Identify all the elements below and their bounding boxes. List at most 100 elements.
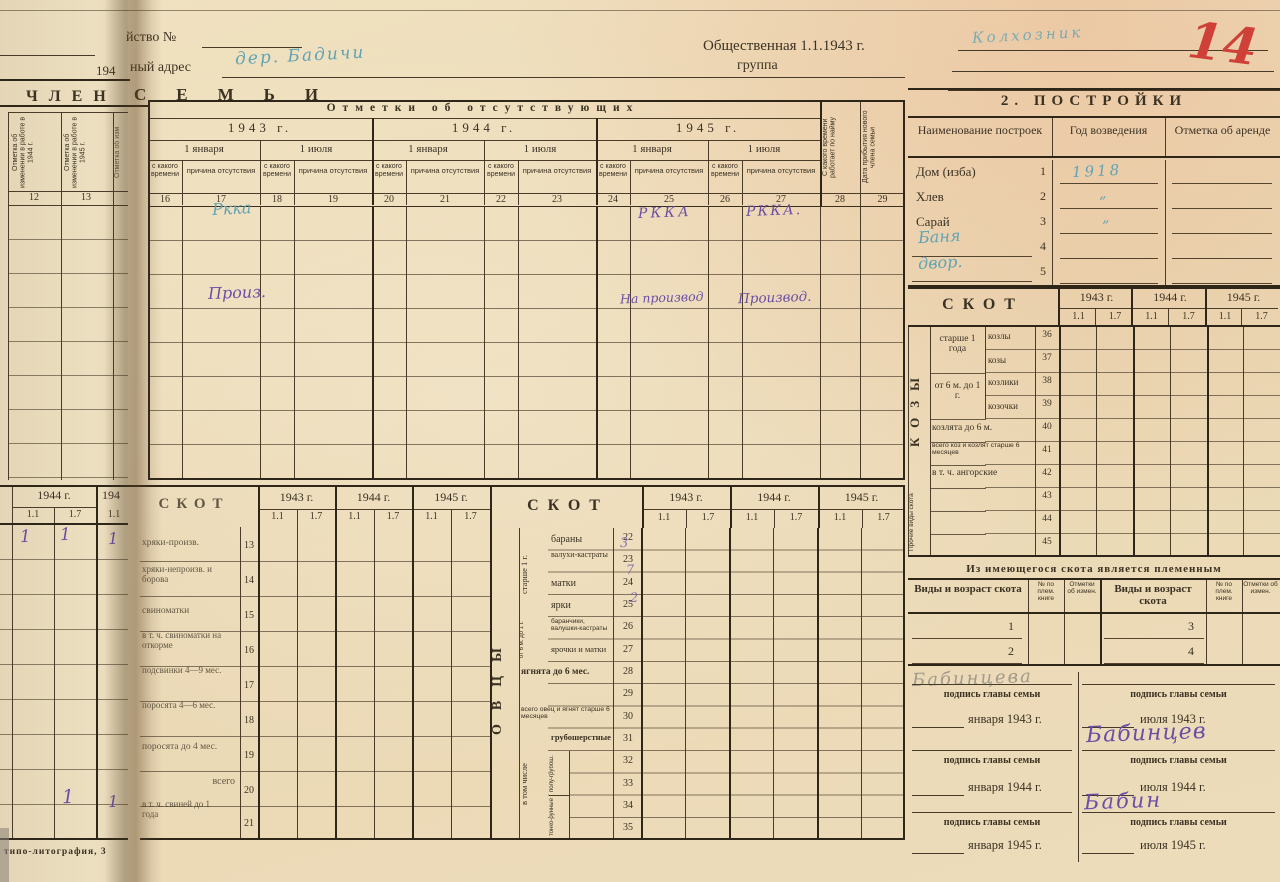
row-num: 15 bbox=[244, 610, 254, 621]
sheep-side-grid bbox=[490, 528, 548, 840]
pedigree-rows-grid bbox=[908, 614, 1280, 666]
goats-year: 1944 г. bbox=[1153, 290, 1187, 304]
date-blank-line bbox=[912, 853, 964, 854]
goats-group: от 6 м. до 1 г. bbox=[934, 381, 981, 402]
sheep-entry-handwritten: 7 bbox=[625, 562, 635, 579]
pigs-date: 1.1 bbox=[348, 511, 361, 522]
sheep-header-grid bbox=[490, 485, 905, 528]
pigs-row-label: свиноматки bbox=[142, 606, 190, 616]
row-num: 20 bbox=[244, 785, 254, 796]
pedigree-h-book: № по плем. книге bbox=[1037, 581, 1055, 603]
absence-year-1945: 1945 г. bbox=[675, 120, 741, 135]
building-ditto-mark: „ bbox=[1098, 185, 1107, 203]
row-num: 45 bbox=[1042, 537, 1052, 547]
date-blank-line bbox=[912, 727, 964, 728]
sheep-date: 1.7 bbox=[789, 512, 803, 523]
absence-half: 1 января bbox=[184, 143, 224, 155]
household-number-line bbox=[202, 47, 302, 48]
print-shop-footer: типо-литография, 3 bbox=[4, 847, 107, 857]
pigs-rows-grid bbox=[140, 527, 490, 840]
absence-since-header: с какого времени bbox=[487, 163, 515, 178]
absence-cause-header: причина отсутствия bbox=[186, 166, 256, 175]
absence-hire-header: С какого времени работает по найму bbox=[822, 116, 837, 178]
row-num: 43 bbox=[1042, 491, 1052, 501]
row-num: 17 bbox=[244, 680, 254, 691]
pigs-header-grid bbox=[128, 485, 490, 527]
row-num: 38 bbox=[1042, 376, 1052, 386]
pigs-date: 1.7 bbox=[309, 511, 323, 522]
pedigree-h-change: Отметки об измен. bbox=[1243, 581, 1278, 596]
col-num: 12 bbox=[29, 192, 39, 203]
sheep-title: СКОТ bbox=[527, 497, 609, 514]
buildings-title: 2. ПОСТРОЙКИ bbox=[1000, 93, 1188, 109]
row-num: 26 bbox=[623, 621, 633, 632]
goats-date: 1.1 bbox=[1072, 311, 1085, 322]
building-row-label: Сарай bbox=[916, 214, 950, 229]
goats-row-label: всего коз и козлят старше 6 месяцев bbox=[932, 442, 1020, 457]
sheep-year: 1943 г. bbox=[669, 490, 703, 504]
address-label: ный адрес bbox=[130, 60, 192, 75]
date-blank-line bbox=[1082, 727, 1134, 728]
sheep-subgroup-cell bbox=[549, 797, 569, 838]
goats-row-label: козлята до 6 м. bbox=[932, 423, 993, 433]
building-row-label: Дом (изба) bbox=[916, 164, 976, 179]
pigs-row-label: в т. ч. свиноматки на откорме bbox=[142, 630, 222, 650]
signature-date: января 1943 г. bbox=[968, 712, 1042, 726]
pigs-row-label: всего bbox=[212, 776, 235, 787]
buildings-band-line bbox=[908, 88, 1280, 90]
goats-title: СКОТ bbox=[942, 296, 1024, 313]
col-num: 28 bbox=[835, 194, 845, 205]
signature-line bbox=[912, 812, 1072, 813]
building-row-num: 4 bbox=[1040, 239, 1046, 253]
signature-date: января 1944 г. bbox=[968, 780, 1042, 794]
sheep-row-label: всего овец и ягнят старше 6 месяцев bbox=[521, 706, 610, 721]
goats-date: 1.1 bbox=[1145, 311, 1158, 322]
absence-half: 1 января bbox=[632, 143, 672, 155]
absence-entry-handwritten: Ркка bbox=[211, 197, 252, 220]
members-underline bbox=[0, 105, 148, 107]
building-row-num: 2 bbox=[1040, 189, 1046, 203]
signature-line bbox=[912, 684, 1072, 685]
row-num: 18 bbox=[244, 715, 254, 726]
absence-table-body-grid bbox=[148, 207, 905, 480]
group-line-1 bbox=[958, 50, 1268, 51]
pigs-year: 1943 г. bbox=[279, 490, 314, 504]
row-num: 13 bbox=[244, 540, 254, 551]
row-num: 36 bbox=[1042, 330, 1052, 340]
row-num: 22 bbox=[623, 532, 633, 543]
goats-body-grid bbox=[908, 327, 1280, 557]
sheep-row-label: матки bbox=[551, 578, 577, 589]
sheep-group: старше 1 г. bbox=[519, 554, 529, 594]
signature-handwritten: Бабинцев bbox=[1085, 718, 1207, 749]
row-num: 39 bbox=[1042, 399, 1052, 409]
left-rule bbox=[0, 79, 130, 81]
absence-entry-handwritten: РККА. bbox=[745, 202, 803, 220]
absence-year-1943: 1943 г. bbox=[227, 120, 293, 135]
absence-since-header: с какого времени bbox=[599, 163, 627, 178]
row-num: 24 bbox=[623, 577, 633, 588]
row-num: 28 bbox=[623, 666, 633, 677]
sheep-entry-handwritten: 2 bbox=[629, 590, 639, 607]
row-num: 41 bbox=[1042, 445, 1052, 455]
household-number-label: йство № bbox=[126, 30, 177, 45]
social-group-label: Общественная 1.1.1943 г. bbox=[703, 38, 865, 54]
tally-mark-handwritten: 1 bbox=[107, 528, 119, 549]
goats-group: старше 1 года bbox=[939, 334, 976, 355]
pedigree-h-change: Отметки об измен. bbox=[1067, 581, 1097, 596]
sheep-year: 1945 г. bbox=[844, 490, 879, 504]
building-ditto-mark: „ bbox=[1101, 209, 1110, 227]
left-page-rows-grid bbox=[0, 525, 128, 840]
absence-table-header-grid bbox=[148, 100, 905, 207]
sheep-subgroup: тонко-рунные bbox=[549, 798, 555, 837]
pigs-date: 1.1 bbox=[271, 511, 284, 522]
signature-line bbox=[1082, 812, 1275, 813]
absence-half: 1 января bbox=[408, 143, 448, 155]
sheep-group: в том числе bbox=[519, 763, 529, 806]
col-num: 29 bbox=[877, 194, 888, 205]
year-fragment: 194 bbox=[96, 63, 116, 78]
left-col13-header: Отметка об изменении в работе в 1945 г. bbox=[64, 116, 87, 188]
sheep-date: 1.1 bbox=[657, 512, 671, 523]
building-row-num: 1 bbox=[1040, 164, 1046, 178]
sheep-year: 1944 г. bbox=[757, 490, 791, 504]
col-num: 24 bbox=[608, 194, 618, 205]
